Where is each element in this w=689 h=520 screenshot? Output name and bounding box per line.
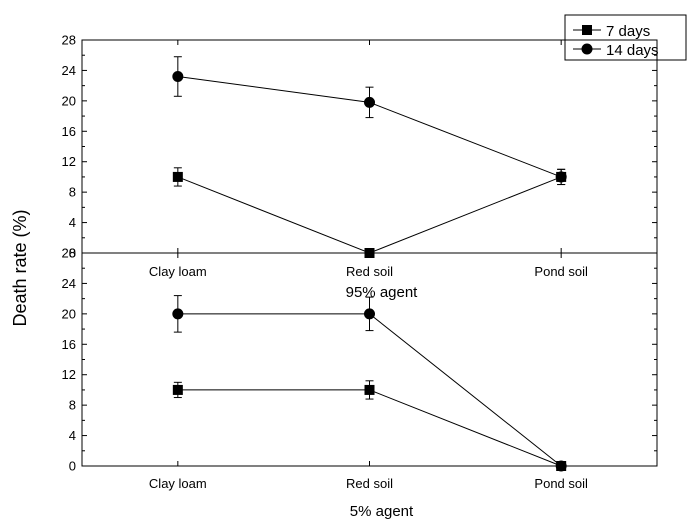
panel1-ytick-label: 28 bbox=[62, 246, 76, 261]
panel0-ytick-label: 24 bbox=[62, 63, 76, 78]
panel0-category-red-soil: Red soil bbox=[346, 264, 393, 279]
panel1-ytick-label: 8 bbox=[69, 398, 76, 413]
panel0-category-clay-loam: Clay loam bbox=[149, 264, 207, 279]
panel1-point-14-days bbox=[364, 308, 375, 320]
panel1-category-clay-loam: Clay loam bbox=[149, 476, 207, 491]
panel1-point-7-days bbox=[364, 384, 375, 395]
panel0-point-14-days bbox=[172, 71, 184, 83]
panel1-ytick-label: 12 bbox=[62, 367, 76, 382]
y-axis-label: Death rate (%) bbox=[10, 209, 30, 326]
panel0-ytick-label: 16 bbox=[62, 124, 76, 139]
legend-marker-7-days bbox=[582, 25, 592, 35]
panel0-point-14-days bbox=[364, 96, 375, 108]
panel0-ytick-label: 12 bbox=[62, 154, 76, 169]
panel0-category-pond-soil: Pond soil bbox=[534, 264, 588, 279]
legend-marker-14-days bbox=[581, 43, 593, 55]
panel0-series-line-7-days bbox=[177, 176, 562, 254]
panel1-ytick-label: 20 bbox=[62, 306, 76, 321]
panel0-ytick-label: 8 bbox=[69, 185, 76, 200]
legend-label-7-days: 7 days bbox=[606, 23, 650, 40]
legend: 7 days 14 days bbox=[564, 14, 687, 61]
panel0-ytick-label: 28 bbox=[62, 33, 76, 48]
panel-95-agent: 0 4 8 12 16 20 24 28 Clay loam Red soil Pond soil 9… bbox=[62, 33, 658, 301]
panel1-ytick-label: 24 bbox=[62, 276, 76, 291]
panel1-point-7-days bbox=[172, 384, 183, 395]
panel1-point-14-days bbox=[555, 460, 567, 472]
panel1-category-pond-soil: Pond soil bbox=[534, 476, 588, 491]
panel1-ytick-label: 16 bbox=[62, 337, 76, 352]
panel1-ytick-label: 4 bbox=[69, 428, 76, 443]
panel0-title: 95% agent bbox=[346, 284, 419, 301]
panel0-ytick-label: 0 bbox=[69, 246, 76, 261]
panel1-series-line-7-days bbox=[177, 389, 562, 467]
panel0-frame bbox=[81, 39, 658, 254]
panel1-category-red-soil: Red soil bbox=[346, 476, 393, 491]
panel1-title: 5% agent bbox=[350, 503, 414, 520]
panel0-point-14-days bbox=[555, 171, 567, 183]
panel0-ytick-label: 4 bbox=[69, 215, 76, 230]
panel1-ytick-label: 0 bbox=[69, 459, 76, 474]
panel1-point-14-days bbox=[172, 308, 184, 320]
panel0-point-7-days bbox=[172, 171, 183, 182]
panel0-ytick-label: 20 bbox=[62, 93, 76, 108]
legend-label-14-days: 14 days bbox=[606, 42, 659, 59]
panel-5-agent: 0 4 8 12 16 20 24 28 Clay loam Red soil Pond soil 5… bbox=[62, 246, 658, 520]
